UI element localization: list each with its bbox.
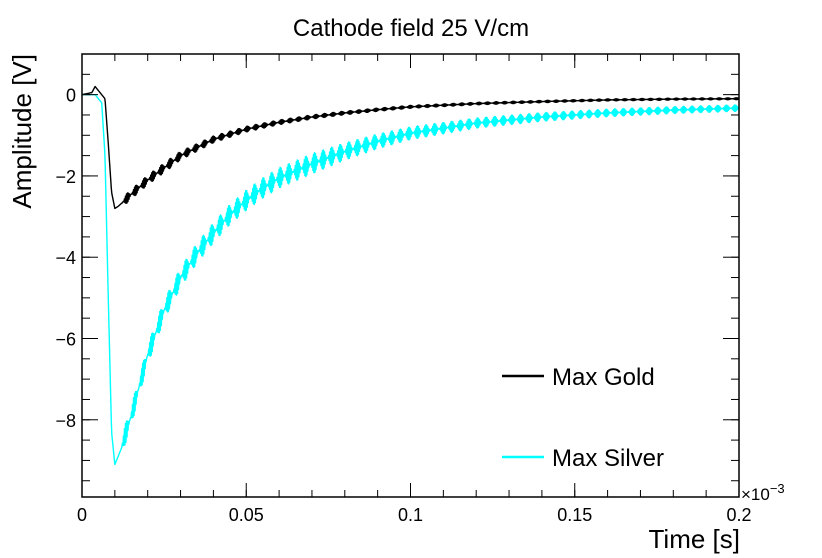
legend: Max Gold Max Silver bbox=[502, 364, 664, 472]
x-multiplier-exponent: −3 bbox=[770, 481, 785, 496]
y-tick-label: −2 bbox=[55, 167, 76, 187]
series-line-max-silver bbox=[81, 93, 740, 466]
legend-label-max-silver: Max Silver bbox=[552, 445, 664, 472]
y-axis-label: Amplitude [V] bbox=[7, 54, 37, 209]
x-axis-multiplier: ×10−3 bbox=[741, 481, 785, 504]
plot-frame bbox=[81, 53, 740, 498]
chart-title: Cathode field 25 V/cm bbox=[293, 15, 529, 42]
x-axis-label: Time [s] bbox=[649, 524, 740, 554]
series-line-max-gold bbox=[81, 85, 740, 210]
series-layer bbox=[81, 85, 740, 466]
y-tick-label: −4 bbox=[55, 248, 76, 268]
legend-label-max-gold: Max Gold bbox=[552, 364, 655, 391]
x-tick-label: 0.2 bbox=[726, 505, 751, 525]
x-tick-label: 0 bbox=[77, 505, 87, 525]
plot-area: 0 0.05 0.1 0.15 0.2 0 −2 −4 −6 −8 bbox=[55, 53, 752, 525]
y-tick-label: −6 bbox=[55, 329, 76, 349]
x-tick-label: 0.05 bbox=[229, 505, 264, 525]
y-tick-label: −8 bbox=[55, 411, 76, 431]
x-tick-label: 0.15 bbox=[557, 505, 592, 525]
x-multiplier-base: ×10 bbox=[741, 485, 770, 504]
y-tick-label: 0 bbox=[66, 86, 76, 106]
ticks-layer: 0 0.05 0.1 0.15 0.2 0 −2 −4 −6 −8 bbox=[55, 53, 752, 525]
x-tick-label: 0.1 bbox=[398, 505, 423, 525]
